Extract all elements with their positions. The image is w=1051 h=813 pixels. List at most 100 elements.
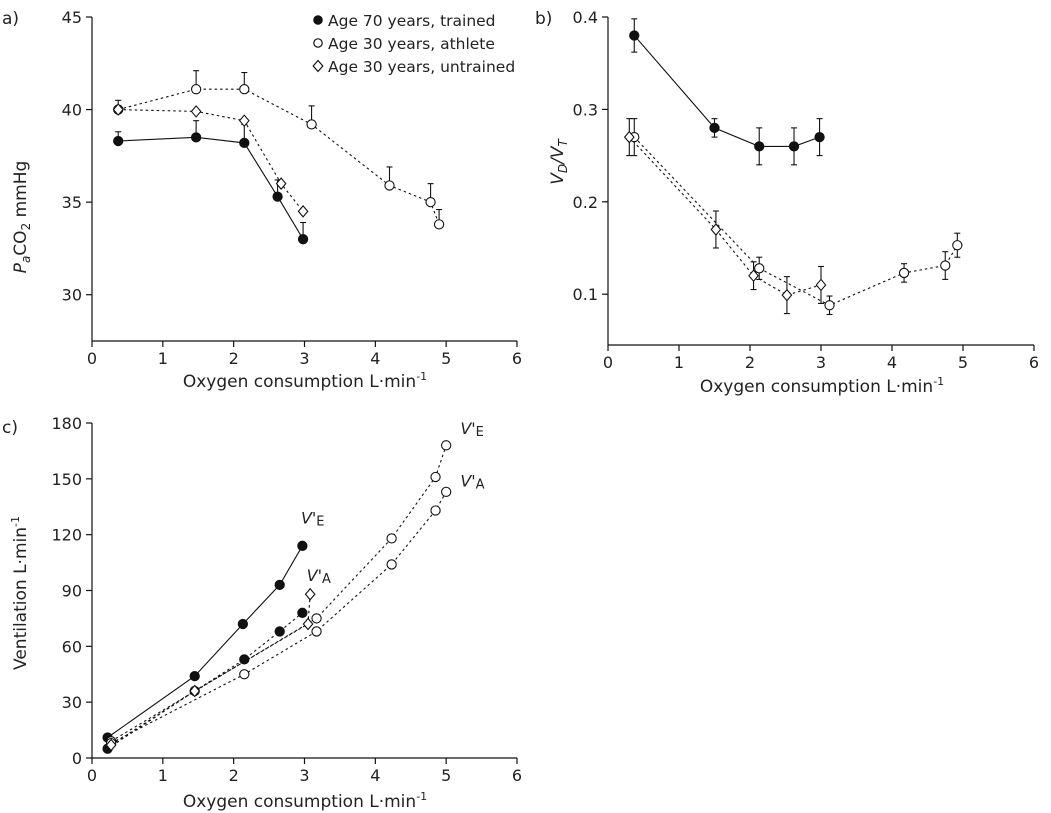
data-point-c: [431, 472, 440, 481]
legend-label-2: Age 30 years, athlete: [328, 35, 495, 53]
series-line-b-2: [634, 137, 957, 305]
data-point-b: [755, 142, 764, 151]
plot-area-a: [114, 71, 444, 244]
y-tick-label-c: 180: [51, 414, 82, 433]
x-axis-label-c: Oxygen consumption L·min-1: [183, 790, 427, 812]
series-line-c-2: [108, 613, 303, 749]
legend-label-3: Age 30 years, untrained: [328, 58, 515, 76]
data-point-c: [240, 670, 249, 679]
legend-label-1: Age 70 years, trained: [328, 12, 496, 30]
data-point-c: [312, 627, 321, 636]
x-tick-label-b: 1: [674, 353, 684, 372]
x-tick-label-c: 1: [158, 766, 168, 785]
y-tick-label-c: 120: [51, 526, 82, 545]
data-point-b: [825, 301, 834, 310]
data-point-a: [240, 115, 249, 126]
data-point-c: [298, 541, 307, 550]
panel-label-b: b): [535, 9, 552, 29]
legend-marker-filled-circle: [314, 16, 322, 24]
x-tick-label-b: 0: [603, 353, 613, 372]
data-point-a: [273, 192, 282, 201]
plot-area-b: [625, 19, 962, 315]
data-point-c: [190, 672, 199, 681]
data-point-c: [442, 441, 451, 450]
data-point-a: [385, 181, 394, 190]
data-point-b: [816, 279, 825, 290]
data-point-a: [192, 85, 201, 94]
data-point-c: [431, 506, 440, 515]
x-tick-label-c: 5: [441, 766, 451, 785]
panel-a: a) PaCO2 mmHg Oxygen consumption L·min-1…: [2, 8, 522, 392]
x-tick-label-a: 6: [512, 349, 522, 368]
data-point-b: [630, 31, 639, 40]
data-point-a: [191, 106, 200, 117]
x-tick-label-c: 2: [229, 766, 239, 785]
series-line-c-3: [111, 445, 446, 741]
x-tick-label-b: 6: [1029, 353, 1039, 372]
y-tick-label-c: 150: [51, 470, 82, 489]
y-tick-label-c: 0: [72, 749, 82, 768]
data-point-c: [298, 608, 307, 617]
legend-marker-open-circle: [314, 39, 322, 47]
x-axis-label-b: Oxygen consumption L·min-1: [700, 375, 944, 397]
y-axis-label-c: Ventilation L·min-1: [9, 516, 31, 670]
y-tick-label-c: 90: [62, 582, 82, 601]
data-point-a: [298, 235, 307, 244]
y-tick-label-b: 0.3: [573, 100, 598, 119]
x-tick-label-a: 0: [87, 349, 97, 368]
data-point-b: [899, 268, 908, 277]
series-line-a-2: [118, 89, 439, 224]
annotation-ve-70: V'E: [301, 509, 325, 530]
data-point-b: [755, 264, 764, 273]
data-point-b: [782, 290, 791, 301]
x-tick-label-a: 3: [299, 349, 309, 368]
annotation-va-70: V'A: [307, 566, 331, 587]
x-tick-label-b: 2: [745, 353, 755, 372]
series-line-b-1: [634, 36, 819, 147]
series-line-c-1: [108, 546, 303, 738]
panel-c: c) Ventilation L·min-1 Oxygen consumptio…: [2, 414, 522, 812]
data-point-c: [305, 589, 314, 600]
panel-b: b) VD/VT Oxygen consumption L·min-1 0 1 2 3…: [535, 8, 1039, 397]
data-point-a: [240, 138, 249, 147]
data-point-a: [434, 220, 443, 229]
x-tick-label-b: 4: [887, 353, 897, 372]
legend: Age 70 years, trained Age 30 years, athl…: [313, 12, 515, 76]
data-point-c: [387, 534, 396, 543]
data-point-b: [815, 133, 824, 142]
x-tick-label-c: 4: [370, 766, 380, 785]
panel-label-a: a): [2, 9, 19, 29]
data-point-a: [307, 120, 316, 129]
data-point-c: [303, 619, 312, 630]
x-tick-label-b: 3: [816, 353, 826, 372]
data-point-c: [238, 619, 247, 628]
y-tick-label-a: 35: [62, 193, 82, 212]
plot-area-c: V'E V'A V'E V'A: [103, 419, 485, 753]
series-line-c-5: [111, 594, 310, 745]
y-tick-label-b: 0.4: [573, 8, 598, 27]
y-tick-label-a: 40: [62, 101, 82, 120]
axes-b: 0 1 2 3 4 5 6 0.1 0.2 0.3 0.4: [573, 8, 1040, 372]
data-point-a: [426, 198, 435, 207]
y-tick-label-b: 0.1: [573, 285, 598, 304]
data-point-a: [192, 133, 201, 142]
x-tick-label-a: 5: [441, 349, 451, 368]
x-tick-label-a: 1: [158, 349, 168, 368]
data-point-b: [710, 123, 719, 132]
data-point-a: [240, 85, 249, 94]
y-axis-label-b: VD/VT: [548, 138, 570, 185]
data-point-c: [275, 627, 284, 636]
y-tick-label-a: 30: [62, 286, 82, 305]
y-axis-label-a: PaCO2 mmHg: [11, 161, 33, 274]
data-point-c: [312, 614, 321, 623]
series-line-c-4: [111, 492, 446, 743]
annotation-va-30: V'A: [460, 471, 484, 492]
series-line-a-1: [118, 137, 303, 239]
y-tick-label-b: 0.2: [573, 193, 598, 212]
y-tick-label-a: 45: [62, 8, 82, 27]
data-point-c: [442, 487, 451, 496]
data-point-c: [275, 580, 284, 589]
data-point-a: [298, 206, 307, 217]
